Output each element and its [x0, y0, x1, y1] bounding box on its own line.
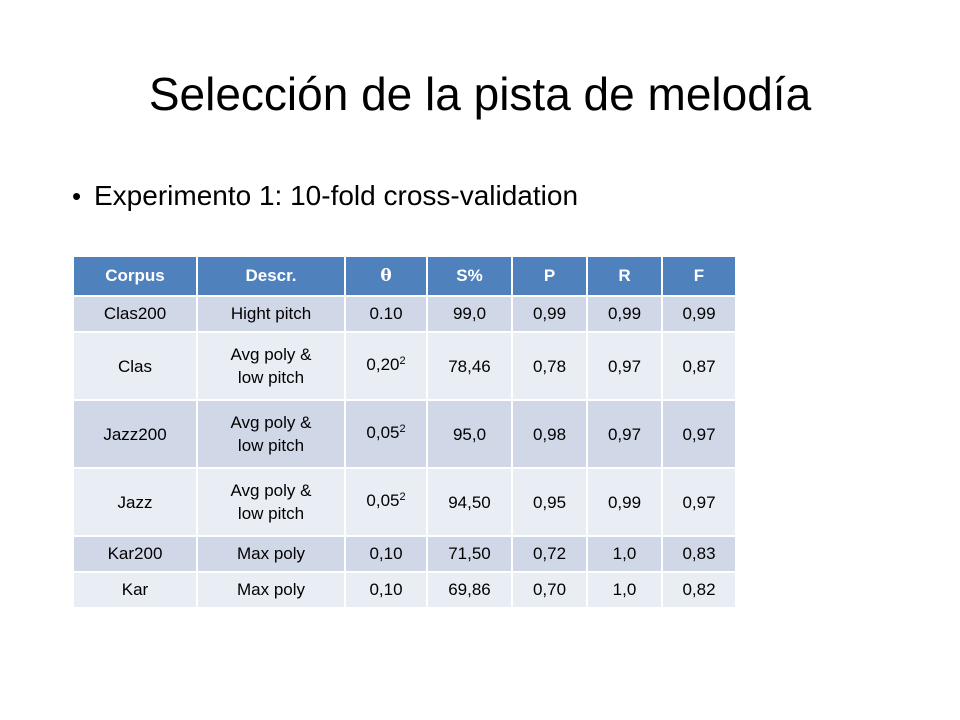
table-row: Jazz Avg poly & low pitch 0,052 94,50 0,95 0,9…	[72, 467, 737, 537]
cell-descr: Avg poly & low pitch	[196, 467, 346, 537]
slide-title: Selección de la pista de melodía	[148, 68, 812, 120]
cell-r: 0,99	[586, 295, 663, 333]
header-corpus: Corpus	[72, 255, 198, 297]
cell-theta: 0,052	[344, 399, 428, 469]
cell-f: 0,82	[661, 571, 737, 609]
cell-p: 0,78	[511, 331, 588, 401]
cell-theta-subscript: 2	[399, 491, 406, 503]
cell-descr-line: low pitch	[237, 436, 305, 455]
cell-f: 0,83	[661, 535, 737, 573]
cell-descr: Avg poly & low pitch	[196, 399, 346, 469]
cell-descr: Max poly	[196, 535, 346, 573]
bullet-text: Experimento 1: 10-fold cross-validation	[94, 180, 579, 211]
cell-corpus: Clas200	[72, 295, 198, 333]
cell-f: 0,87	[661, 331, 737, 401]
cell-theta-value: 0,20	[366, 355, 400, 374]
header-r: R	[586, 255, 663, 297]
bullet-dot-icon: •	[72, 181, 82, 211]
header-theta: θ	[344, 255, 428, 297]
cell-theta-value: 0,05	[366, 491, 400, 510]
cell-descr-line: Avg poly &	[230, 413, 312, 432]
cell-corpus: Kar	[72, 571, 198, 609]
table-row: Kar Max poly 0,10 69,86 0,70 1,0 0,82	[72, 571, 737, 609]
cell-s-percent: 78,46	[426, 331, 513, 401]
cell-descr: Hight pitch	[196, 295, 346, 333]
cell-f: 0,97	[661, 399, 737, 469]
cell-f: 0,97	[661, 467, 737, 537]
cell-corpus: Clas	[72, 331, 198, 401]
cell-descr: Avg poly & low pitch	[196, 331, 346, 401]
cell-p: 0,99	[511, 295, 588, 333]
table-header-row: Corpus Descr. θ S% P R F	[72, 255, 737, 297]
cell-p: 0,72	[511, 535, 588, 573]
cell-r: 1,0	[586, 535, 663, 573]
cell-descr: Max poly	[196, 571, 346, 609]
table-row: Clas200 Hight pitch 0.10 99,0 0,99 0,99 0,99	[72, 295, 737, 333]
table-body: Clas200 Hight pitch 0.10 99,0 0,99 0,99 0,99 Cl…	[72, 295, 737, 609]
cell-theta: 0.10	[344, 295, 428, 333]
cell-r: 0,97	[586, 331, 663, 401]
cell-theta-subscript: 2	[399, 423, 406, 435]
cell-f: 0,99	[661, 295, 737, 333]
cell-r: 0,97	[586, 399, 663, 469]
cell-corpus: Jazz	[72, 467, 198, 537]
cell-theta: 0,10	[344, 535, 428, 573]
cell-theta: 0,202	[344, 331, 428, 401]
cell-theta-value: 0,10	[369, 580, 403, 599]
cell-r: 1,0	[586, 571, 663, 609]
cell-p: 0,95	[511, 467, 588, 537]
header-descr: Descr.	[196, 255, 346, 297]
table-row: Clas Avg poly & low pitch 0,202 78,46 0,78 0,9…	[72, 331, 737, 401]
cell-corpus: Jazz200	[72, 399, 198, 469]
cell-corpus: Kar200	[72, 535, 198, 573]
cell-descr-line: low pitch	[237, 504, 305, 523]
cell-s-percent: 95,0	[426, 399, 513, 469]
header-f: F	[661, 255, 737, 297]
bullet-item: • Experimento 1: 10-fold cross-validatio…	[72, 176, 578, 216]
cell-r: 0,99	[586, 467, 663, 537]
cell-descr-line: Hight pitch	[230, 304, 312, 323]
cell-descr-line: Max poly	[236, 544, 306, 563]
cell-s-percent: 71,50	[426, 535, 513, 573]
cell-p: 0,98	[511, 399, 588, 469]
cell-s-percent: 99,0	[426, 295, 513, 333]
cell-descr-line: Avg poly &	[230, 481, 312, 500]
cell-descr-line: low pitch	[237, 368, 305, 387]
table-row: Jazz200 Avg poly & low pitch 0,052 95,0 0,98 0…	[72, 399, 737, 469]
cell-descr-line: Avg poly &	[230, 345, 312, 364]
cell-theta-value: 0.10	[369, 304, 403, 323]
cell-theta-value: 0,05	[366, 423, 400, 442]
table-row: Kar200 Max poly 0,10 71,50 0,72 1,0 0,83	[72, 535, 737, 573]
cell-theta: 0,10	[344, 571, 428, 609]
cell-descr-line: Max poly	[236, 580, 306, 599]
cell-theta-subscript: 2	[399, 355, 406, 367]
cell-s-percent: 69,86	[426, 571, 513, 609]
header-s-percent: S%	[426, 255, 513, 297]
cell-s-percent: 94,50	[426, 467, 513, 537]
header-p: P	[511, 255, 588, 297]
cell-p: 0,70	[511, 571, 588, 609]
cell-theta-value: 0,10	[369, 544, 403, 563]
results-table: Corpus Descr. θ S% P R F Clas200 Hight pi…	[72, 255, 737, 609]
cell-theta: 0,052	[344, 467, 428, 537]
